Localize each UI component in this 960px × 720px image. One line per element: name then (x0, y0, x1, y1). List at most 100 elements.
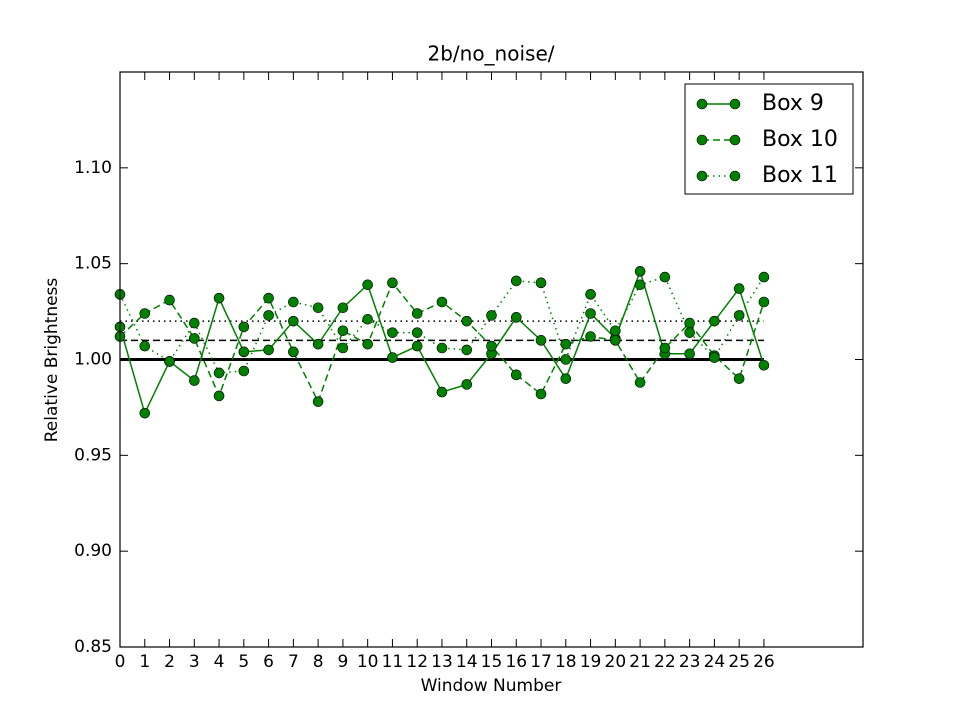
data-point (139, 407, 151, 419)
data-point (634, 266, 646, 277)
x-tick-label: 25 (728, 652, 750, 672)
data-point (659, 342, 671, 354)
data-point (585, 308, 596, 319)
data-point (610, 335, 621, 346)
data-point (189, 375, 200, 386)
x-tick-label: 20 (605, 652, 627, 672)
x-tick-label: 4 (214, 652, 225, 672)
data-point (758, 296, 770, 308)
x-tick-label: 9 (337, 652, 348, 672)
data-point (585, 289, 596, 300)
data-point (213, 292, 225, 304)
data-point (312, 302, 324, 314)
data-point (263, 344, 274, 356)
x-tick-label: 5 (238, 652, 249, 672)
legend-marker (696, 134, 708, 146)
data-point (189, 317, 200, 329)
data-point (486, 340, 497, 352)
data-point (634, 279, 646, 291)
data-point (510, 275, 522, 287)
y-tick-label: 0.85 (74, 637, 112, 657)
x-tick-label: 6 (263, 652, 274, 672)
legend-marker (729, 134, 741, 146)
plot-frame (119, 71, 864, 648)
y-tick-label: 1.05 (74, 254, 112, 274)
legend-marker (696, 98, 708, 110)
data-point (288, 346, 299, 358)
data-point (288, 296, 299, 308)
data-point (510, 312, 522, 323)
x-tick-label: 21 (629, 652, 651, 672)
data-point (684, 348, 695, 360)
data-point (560, 338, 572, 350)
data-point (362, 338, 373, 350)
data-point (535, 388, 547, 400)
data-point (164, 294, 175, 306)
data-point (362, 313, 373, 325)
data-point (510, 369, 522, 381)
x-tick-label: 24 (704, 652, 726, 672)
data-point (535, 335, 547, 346)
data-point (312, 338, 324, 350)
data-point (758, 359, 770, 371)
data-point (213, 367, 225, 379)
x-axis-label: Window Number (421, 676, 562, 696)
x-tick-label: 13 (431, 652, 453, 672)
data-point (733, 373, 745, 384)
legend-label: Box 9 (762, 91, 824, 116)
data-point (288, 315, 299, 327)
data-point (362, 279, 373, 291)
data-point (684, 327, 695, 338)
legend-label: Box 10 (762, 127, 838, 152)
legend-label: Box 11 (762, 163, 838, 188)
y-tick-label: 0.95 (74, 445, 112, 465)
x-tick-label: 2 (164, 652, 175, 672)
data-point (436, 386, 448, 398)
data-point (436, 296, 448, 308)
data-point (238, 321, 250, 333)
legend-marker (696, 170, 708, 182)
x-tick-label: 0 (115, 652, 126, 672)
data-point (312, 396, 324, 407)
data-point (411, 327, 423, 338)
data-point (461, 315, 473, 327)
data-point (164, 356, 175, 367)
data-point (387, 327, 398, 338)
data-point (337, 302, 349, 314)
x-tick-label: 26 (753, 652, 775, 672)
data-point (189, 333, 200, 344)
legend-marker (729, 170, 741, 182)
y-axis-label: Relative Brightness (42, 278, 62, 443)
x-tick-label: 1 (139, 652, 150, 672)
x-tick-label: 16 (505, 652, 527, 672)
data-point (337, 342, 349, 354)
data-point (238, 346, 250, 358)
y-tick-label: 0.90 (74, 541, 112, 561)
x-tick-label: 8 (313, 652, 324, 672)
data-point (758, 271, 770, 283)
data-point (535, 277, 547, 289)
data-point (436, 342, 448, 354)
data-point (486, 310, 497, 321)
data-point (461, 344, 473, 356)
chart-title: 2b/no_noise/ (427, 42, 554, 66)
data-point (263, 310, 274, 321)
data-point (411, 308, 423, 319)
data-point (337, 325, 349, 337)
data-point (560, 373, 572, 384)
data-point (411, 340, 423, 352)
x-tick-label: 12 (406, 652, 428, 672)
data-point (238, 365, 250, 377)
data-point (139, 340, 151, 352)
data-point (709, 352, 720, 363)
x-tick-label: 19 (580, 652, 602, 672)
legend-marker (729, 98, 741, 110)
data-point (634, 377, 646, 388)
data-point (213, 390, 225, 402)
data-point (585, 331, 596, 342)
y-tick-label: 1.00 (74, 350, 112, 370)
data-point (387, 352, 398, 363)
data-point (387, 277, 398, 289)
data-point (733, 283, 745, 294)
